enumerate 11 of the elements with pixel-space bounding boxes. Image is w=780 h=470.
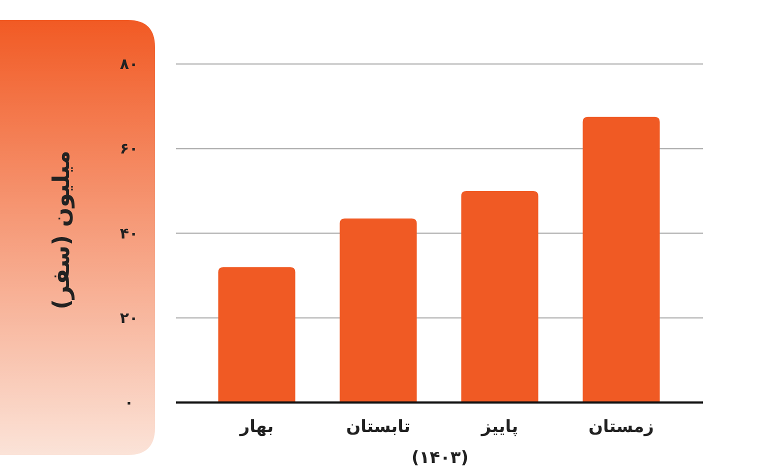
x-tick-label: پاییز xyxy=(481,417,518,437)
y-tick-label: ۰ xyxy=(124,394,134,412)
y-tick-label: ۶۰ xyxy=(120,140,138,158)
y-axis-title: میلیون (سفر) xyxy=(49,150,75,310)
y-tick-label: ۸۰ xyxy=(120,55,138,73)
x-axis-title: (۱۴۰۳) xyxy=(411,448,469,468)
x-tick-label: زمستان xyxy=(588,417,654,437)
y-tick-label: ۲۰ xyxy=(120,308,138,327)
x-tick-label: تابستان xyxy=(346,417,410,437)
x-tick-label: بهار xyxy=(240,417,274,437)
y-tick-label: ۴۰ xyxy=(120,224,138,242)
